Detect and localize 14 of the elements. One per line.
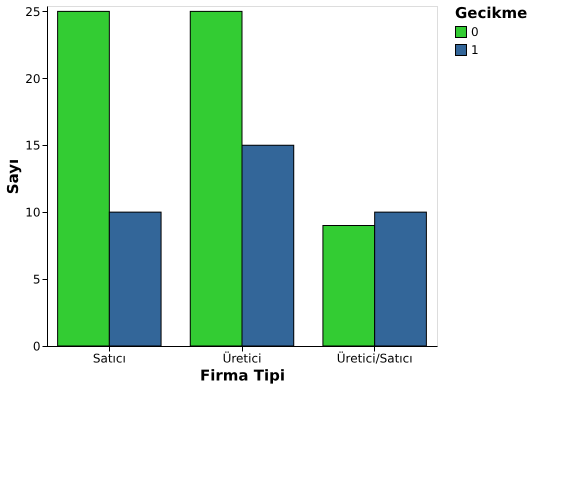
x-axis-title: Firma Tipi [200,366,286,384]
y-tick-label: 10 [25,206,40,220]
y-tick-label: 15 [25,138,40,153]
x-tick-label: Üretici/Satıcı [336,352,413,366]
legend-label: 0 [471,25,479,39]
y-axis-title: Sayı [4,158,22,194]
y-tick-label: 5 [32,272,40,287]
legend-title: Gecikme [455,4,528,22]
x-tick-label: Satıcı [92,352,126,366]
legend-label: 1 [471,43,479,57]
y-tick-label: 25 [25,4,40,19]
y-tick-label: 0 [32,340,40,354]
x-tick-label: Üretici [222,352,262,366]
y-tick-label: 20 [25,72,40,86]
